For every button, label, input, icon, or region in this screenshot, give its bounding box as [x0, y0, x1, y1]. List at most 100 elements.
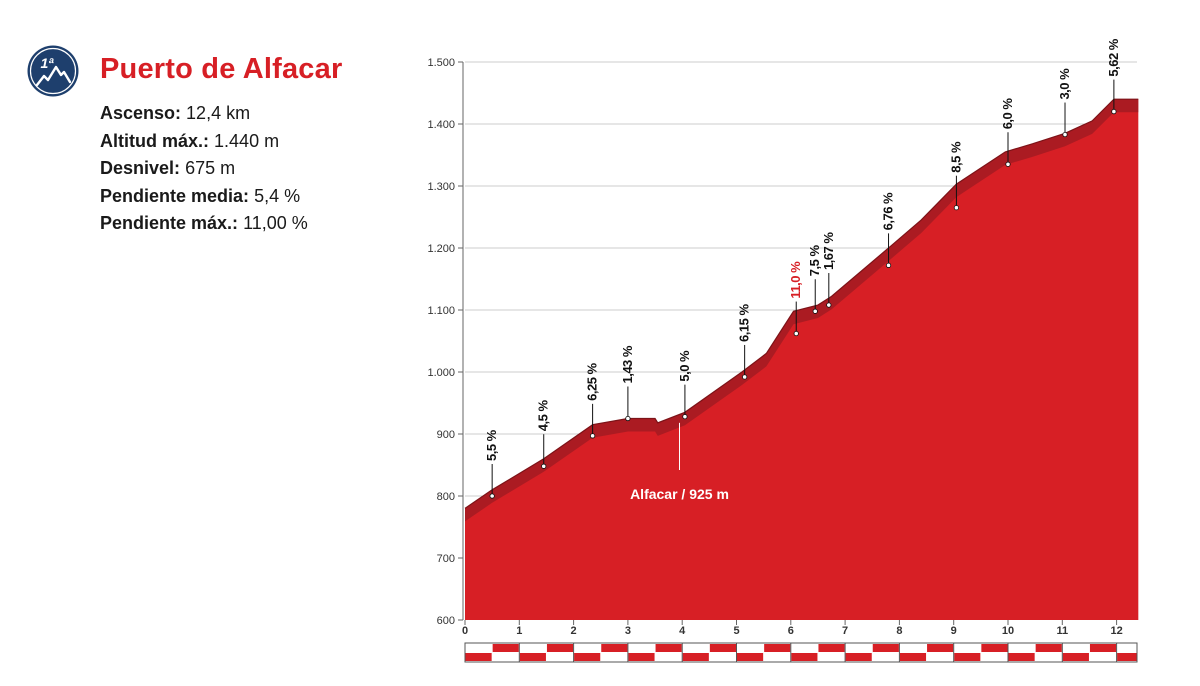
distance-segment	[1117, 653, 1137, 661]
y-tick-label: 1.200	[427, 243, 455, 255]
distance-segment	[791, 653, 818, 661]
distance-segment	[981, 644, 1008, 652]
distance-segment	[927, 644, 954, 652]
gradient-label: 5,5 %	[484, 429, 499, 461]
distance-segment	[1089, 644, 1117, 652]
climb-stats: Ascenso: 12,4 km Altitud máx.: 1.440 m D…	[100, 100, 308, 238]
gradient-label: 5,0 %	[677, 350, 692, 382]
x-tick-label: 8	[896, 625, 902, 637]
stat-label: Ascenso:	[100, 103, 182, 123]
stat-max-altitude: Altitud máx.: 1.440 m	[100, 128, 308, 156]
distance-segment	[872, 644, 899, 652]
gradient-label: 6,15 %	[737, 304, 752, 342]
x-tick-label: 0	[462, 625, 468, 637]
x-tick-label: 1	[516, 625, 522, 637]
gradient-label: 6,25 %	[585, 362, 600, 400]
distance-segment	[737, 653, 764, 661]
distance-segment	[465, 653, 492, 661]
gradient-marker	[590, 433, 596, 439]
gradient-label: 5,62 %	[1106, 38, 1121, 76]
distance-segment	[492, 644, 519, 652]
y-tick-label: 1.400	[427, 119, 455, 131]
distance-segment	[764, 644, 791, 652]
distance-segment	[682, 653, 709, 661]
profile-outline	[464, 98, 1139, 509]
gradient-label: 4,5 %	[536, 400, 551, 432]
gradient-marker	[885, 262, 892, 268]
x-tick-label: 10	[1002, 625, 1014, 637]
place-label: Alfacar / 925 m	[630, 486, 729, 502]
stat-value: 1.440 m	[214, 130, 280, 151]
stat-value: 5,4 %	[254, 185, 301, 206]
y-tick-label: 1.500	[427, 57, 455, 69]
stat-average-gradient: Pendiente media: 5,4 %	[100, 183, 308, 211]
distance-segment	[601, 644, 628, 652]
stat-label: Pendiente media:	[100, 185, 250, 206]
gradient-label: 11,0 %	[788, 261, 803, 299]
gradient-label: 7,5 %	[807, 245, 822, 277]
gradient-label: 3,0 %	[1057, 68, 1072, 100]
x-tick-label: 5	[733, 625, 739, 637]
gradient-marker	[793, 330, 799, 337]
gradient-marker	[625, 415, 631, 422]
distance-segment	[899, 653, 927, 661]
distance-segment	[818, 644, 845, 652]
gradient-marker	[953, 205, 960, 211]
x-tick-label: 7	[842, 625, 848, 637]
distance-segment	[519, 653, 546, 661]
x-tick-label: 3	[625, 625, 631, 637]
distance-segment	[1035, 644, 1062, 652]
y-tick-label: 1.000	[427, 367, 455, 379]
gradient-marker	[812, 308, 818, 314]
x-tick-label: 6	[788, 625, 794, 637]
distance-segment	[1008, 653, 1035, 661]
x-tick-label: 11	[1056, 625, 1068, 637]
stat-value: 12,4 km	[186, 103, 251, 123]
gradient-marker	[1062, 131, 1068, 138]
gradient-label: 6,76 %	[881, 192, 896, 230]
distance-segment	[845, 653, 872, 661]
category-badge: 1ª	[27, 45, 79, 97]
gradient-marker	[489, 493, 495, 499]
distance-segment	[574, 653, 601, 661]
distance-segment	[628, 653, 655, 661]
gradient-marker	[682, 414, 688, 420]
distance-segment	[546, 644, 574, 652]
y-tick-label: 700	[437, 553, 455, 565]
stat-value: 675 m	[185, 158, 236, 178]
distance-segment	[655, 644, 682, 652]
gradient-label: 1,67 %	[821, 232, 836, 270]
x-tick-label: 4	[679, 625, 686, 637]
stat-label: Desnivel:	[100, 158, 181, 178]
profile-area	[465, 99, 1139, 620]
profile-ridge-band	[465, 99, 1139, 522]
climb-title: Puerto de Alfacar	[100, 53, 343, 85]
x-tick-label: 12	[1110, 625, 1122, 637]
distance-segment	[709, 644, 736, 652]
y-tick-label: 600	[437, 615, 455, 627]
gradient-label: 8,5 %	[948, 141, 963, 173]
gradient-label: 1,43 %	[620, 345, 635, 383]
gradient-marker	[826, 302, 832, 308]
y-tick-label: 900	[437, 429, 455, 441]
distance-segment	[954, 653, 981, 661]
badge-category: 1ª	[41, 55, 55, 71]
stat-elevation-gain: Desnivel: 675 m	[100, 155, 308, 183]
stat-value: 11,00 %	[243, 213, 308, 233]
badge-ring	[29, 47, 77, 95]
stat-ascent: Ascenso: 12,4 km	[100, 100, 308, 128]
y-tick-label: 800	[437, 491, 455, 503]
gradient-label: 6,0 %	[1000, 98, 1015, 130]
gradient-marker	[1005, 161, 1011, 167]
distance-segment	[1062, 653, 1089, 661]
mountain-icon	[35, 65, 72, 87]
y-tick-label: 1.100	[427, 305, 455, 317]
stat-label: Altitud máx.:	[100, 130, 210, 151]
gradient-marker	[1111, 109, 1117, 115]
x-tick-label: 9	[951, 625, 957, 637]
stat-label: Pendiente máx.:	[100, 213, 239, 233]
stat-max-gradient: Pendiente máx.: 11,00 %	[100, 210, 308, 238]
gradient-marker	[742, 374, 748, 380]
gradient-marker	[541, 463, 547, 469]
